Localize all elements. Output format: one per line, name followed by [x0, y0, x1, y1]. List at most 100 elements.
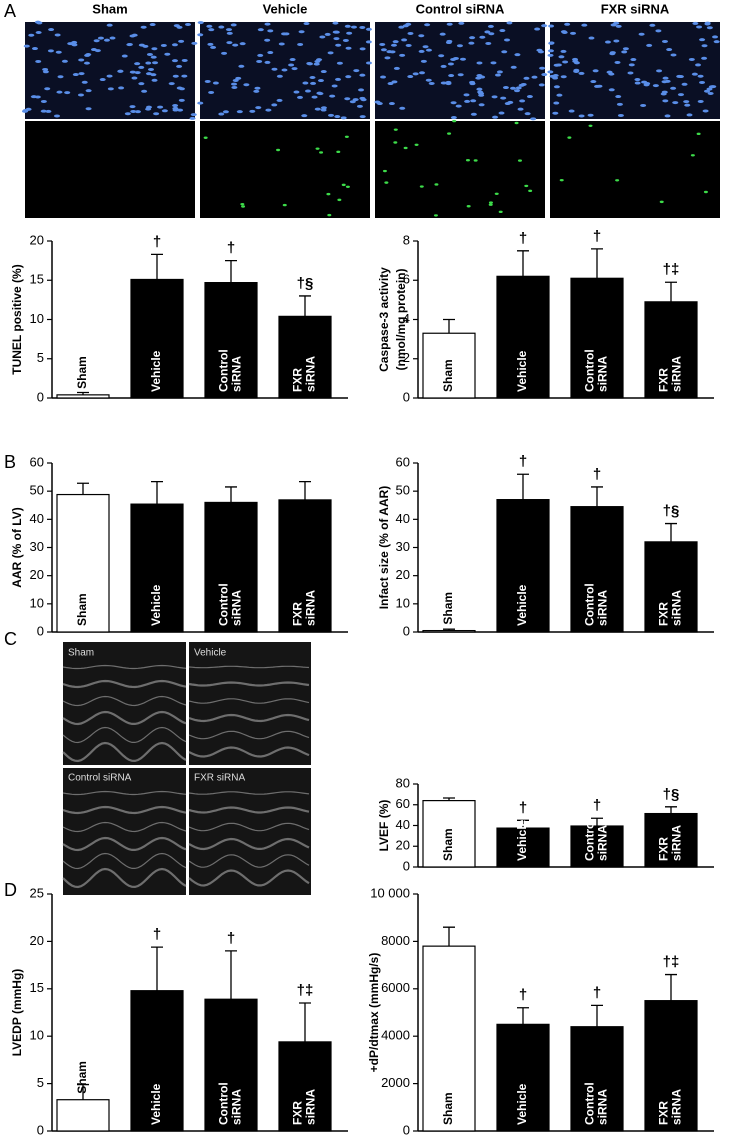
- error-bar: [151, 253, 163, 280]
- nucleus: [146, 52, 153, 56]
- micrograph: [375, 121, 545, 218]
- nucleus: [391, 80, 398, 84]
- nucleus: [117, 69, 124, 73]
- bar: [56, 394, 110, 399]
- nucleus: [677, 93, 684, 97]
- y-tick-label: 6: [403, 272, 410, 287]
- echo-trace: [62, 710, 187, 726]
- nucleus: [681, 82, 688, 86]
- nucleus: [478, 103, 485, 107]
- y-tick-label: 0: [403, 389, 410, 404]
- nucleus: [28, 33, 35, 37]
- echo-trace: [188, 730, 310, 740]
- bar: [644, 1000, 698, 1132]
- nucleus: [138, 43, 145, 47]
- tunel-dot: [345, 185, 350, 188]
- nucleus: [587, 113, 594, 117]
- category-label: Sham: [441, 359, 455, 392]
- nucleus: [297, 42, 304, 46]
- nucleus: [380, 48, 387, 52]
- nucleus: [621, 50, 628, 54]
- nucleus: [617, 113, 624, 117]
- nucleus: [99, 78, 106, 82]
- tunel-dot: [559, 178, 564, 182]
- error-bar: [443, 628, 455, 631]
- nucleus: [712, 35, 719, 39]
- y-tick-label: 40: [30, 511, 44, 526]
- nucleus: [393, 66, 400, 70]
- nucleus: [459, 57, 466, 61]
- nucleus: [692, 21, 699, 25]
- nucleus: [379, 42, 386, 46]
- nucleus: [523, 76, 530, 80]
- nucleus: [346, 31, 353, 35]
- nucleus: [150, 73, 157, 77]
- nucleus: [288, 63, 295, 67]
- tunel-dot: [327, 213, 332, 217]
- nucleus: [47, 49, 54, 53]
- nucleus: [428, 81, 435, 85]
- nucleus: [422, 45, 429, 49]
- nucleus: [365, 61, 372, 65]
- nucleus: [236, 110, 243, 114]
- nucleus: [210, 45, 217, 49]
- echo-label: Control siRNA: [68, 773, 132, 784]
- tunel-dot: [403, 146, 408, 150]
- micrograph: [25, 22, 195, 119]
- nucleus: [387, 82, 394, 86]
- nucleus: [333, 30, 340, 34]
- nucleus: [222, 110, 229, 114]
- nucleus: [445, 41, 452, 45]
- nucleus: [697, 99, 704, 103]
- nucleus: [541, 73, 548, 77]
- nucleus: [109, 36, 116, 40]
- category-label: siRNA: [596, 825, 610, 861]
- error-bar: [225, 486, 237, 503]
- nucleus: [25, 107, 32, 111]
- error-bar: [665, 522, 677, 542]
- nucleus: [332, 21, 339, 25]
- nucleus: [630, 58, 637, 62]
- nucleus: [684, 103, 691, 107]
- nucleus: [634, 81, 641, 85]
- significance: †: [593, 228, 601, 245]
- tunel-dot: [393, 141, 398, 144]
- y-tick-label: 0: [37, 389, 44, 404]
- nucleus: [548, 41, 555, 45]
- nucleus: [478, 93, 485, 97]
- nucleus: [352, 98, 359, 102]
- category-label: siRNA: [670, 825, 684, 861]
- nucleus: [278, 42, 285, 46]
- nucleus: [40, 99, 47, 103]
- nucleus: [317, 79, 324, 83]
- echo-images: [62, 642, 311, 895]
- y-tick-label: 50: [396, 483, 410, 498]
- image-label: Vehicle: [263, 1, 308, 16]
- tunel-dot: [452, 119, 457, 123]
- nucleus: [365, 27, 372, 31]
- tunel-dot: [433, 214, 438, 217]
- category-label: Vehicle: [515, 350, 529, 392]
- nucleus: [359, 25, 366, 29]
- nucleus: [570, 31, 577, 35]
- nucleus: [53, 114, 60, 118]
- category-label: FXR: [657, 837, 671, 861]
- y-tick-label: 10: [396, 595, 410, 610]
- echo-trace: [188, 854, 310, 868]
- tunel-dot: [567, 136, 572, 139]
- nucleus: [456, 44, 463, 48]
- nucleus: [61, 59, 68, 63]
- bar: [496, 1023, 550, 1132]
- nucleus: [106, 74, 113, 78]
- nucleus: [150, 55, 157, 59]
- nucleus: [181, 74, 188, 78]
- category-label: Sham: [75, 1061, 89, 1094]
- nucleus: [661, 39, 668, 43]
- y-tick-label: 0: [37, 1122, 44, 1137]
- panel-label: B: [4, 452, 16, 472]
- bar: [496, 499, 550, 633]
- y-axis-label: Caspase-3 activity: [377, 267, 391, 372]
- nucleus: [71, 43, 78, 47]
- tunel-dot: [319, 151, 324, 154]
- significance: †: [519, 230, 527, 247]
